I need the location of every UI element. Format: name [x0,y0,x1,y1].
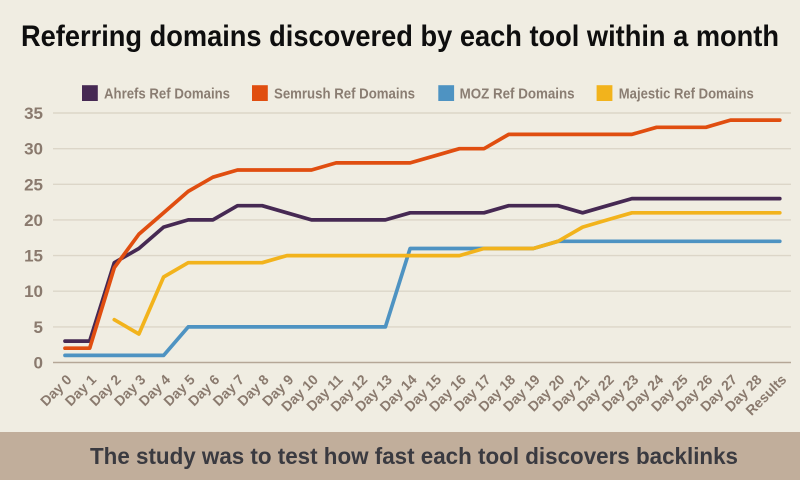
svg-text:20: 20 [24,211,43,230]
svg-text:Majestic Ref Domains: Majestic Ref Domains [619,86,754,103]
svg-text:The study was to test how fast: The study was to test how fast each tool… [90,443,738,469]
svg-text:0: 0 [34,354,43,373]
svg-text:5: 5 [34,318,43,337]
svg-text:35: 35 [24,104,43,123]
svg-text:Ahrefs Ref Domains: Ahrefs Ref Domains [104,86,230,103]
svg-text:30: 30 [24,140,43,159]
svg-text:10: 10 [24,282,43,301]
svg-text:Referring domains discovered b: Referring domains discovered by each too… [21,20,779,53]
svg-text:Semrush Ref Domains: Semrush Ref Domains [274,86,415,103]
svg-text:25: 25 [24,175,43,194]
svg-text:MOZ Ref Domains: MOZ Ref Domains [460,86,575,103]
svg-text:15: 15 [24,247,43,266]
